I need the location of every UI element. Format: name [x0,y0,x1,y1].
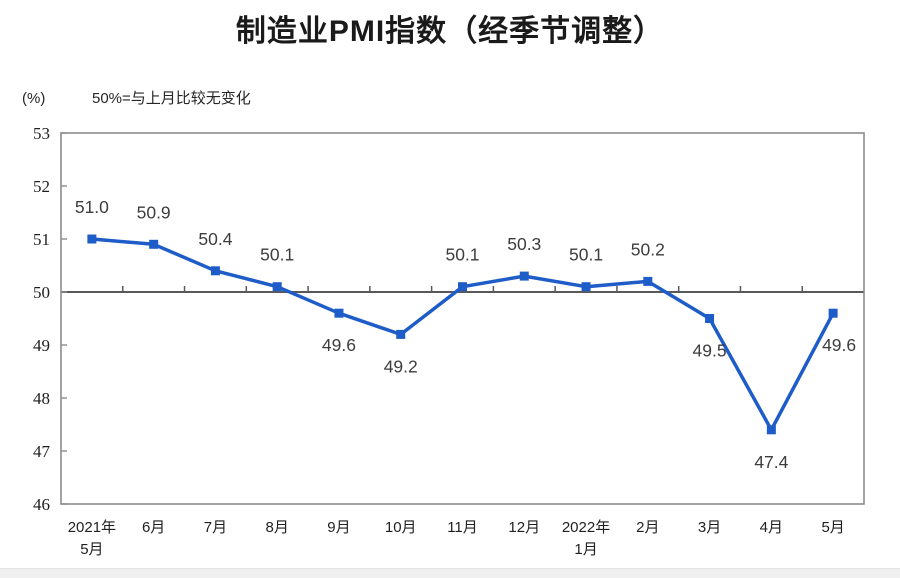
y-tick-label: 50 [33,283,50,302]
data-point-label: 50.1 [569,245,603,265]
data-point-marker [705,314,715,323]
plot-border [60,132,865,505]
data-point-marker [828,308,838,318]
x-tick-label: 2022年 [562,519,610,536]
y-tick-label: 49 [33,336,50,355]
x-tick-label: 7月 [204,519,227,536]
data-point-marker [519,271,529,281]
x-tick-label: 11月 [447,519,478,536]
y-tick-label: 46 [33,495,50,514]
x-tick-label: 3月 [698,519,721,536]
data-point-label: 50.1 [260,245,294,265]
data-point-label: 49.2 [384,356,418,376]
data-labels: 51.0 50.9 50.4 50.1 49.6 49.2 50.1 50.3 50.1 50.2… [75,197,856,472]
x-tick-label: 12月 [508,519,540,536]
x-tick-label: 10月 [385,519,417,536]
x-axis-labels: 2021年 5月 6月 7月 8月 9月 10月 11月 12月 2022年 1月 2月 3月 4月 5月 [68,519,845,558]
x-tick-label: 1月 [574,541,597,558]
data-point-label: 50.3 [507,234,541,254]
y-tick-label: 52 [33,177,50,196]
data-point-label: 50.4 [198,229,232,249]
x-tick-label: 2月 [636,519,659,536]
y-tick-label: 53 [33,124,50,143]
x-tick-label: 5月 [80,541,103,558]
data-point-marker [458,282,467,292]
x-tick-label: 2021年 [68,519,116,536]
data-point-label: 51.0 [75,197,109,217]
data-point-marker [581,282,591,292]
data-point-marker [149,239,159,249]
data-point-label: 47.4 [754,452,788,472]
y-axis: 46 47 48 49 50 51 52 53 [33,124,67,514]
x-tick-label: 9月 [327,519,350,536]
y-axis-unit-label: (%) [22,90,46,107]
x-tick-label: 5月 [821,519,844,536]
x-tick-label: 8月 [266,519,289,536]
y-tick-label: 48 [33,389,50,408]
data-series [87,234,838,435]
data-point-label: 49.6 [322,335,356,355]
data-point-label: 50.1 [445,245,479,265]
x-tick-label: 4月 [760,519,783,536]
data-point-marker [210,266,220,276]
data-point-marker [766,425,776,435]
y-tick-label: 51 [33,230,50,249]
y-tick-label: 47 [33,442,51,461]
data-point-marker [396,329,406,339]
x-tick-label: 6月 [142,519,165,536]
horizontal-scrollbar-track[interactable] [0,568,900,578]
data-point-marker [334,308,344,318]
reference-line [61,286,864,293]
data-point-label: 49.5 [693,341,727,361]
data-point-marker [272,282,282,292]
data-point-label: 50.2 [631,239,665,259]
data-point-label: 49.6 [822,335,856,355]
chart-title: 制造业PMI指数（经季节调整） [235,15,665,48]
data-point-label: 50.9 [137,202,171,222]
reference-line-note: 50%=与上月比较无变化 [92,90,251,107]
data-point-marker [643,276,653,286]
data-point-marker [87,234,97,244]
